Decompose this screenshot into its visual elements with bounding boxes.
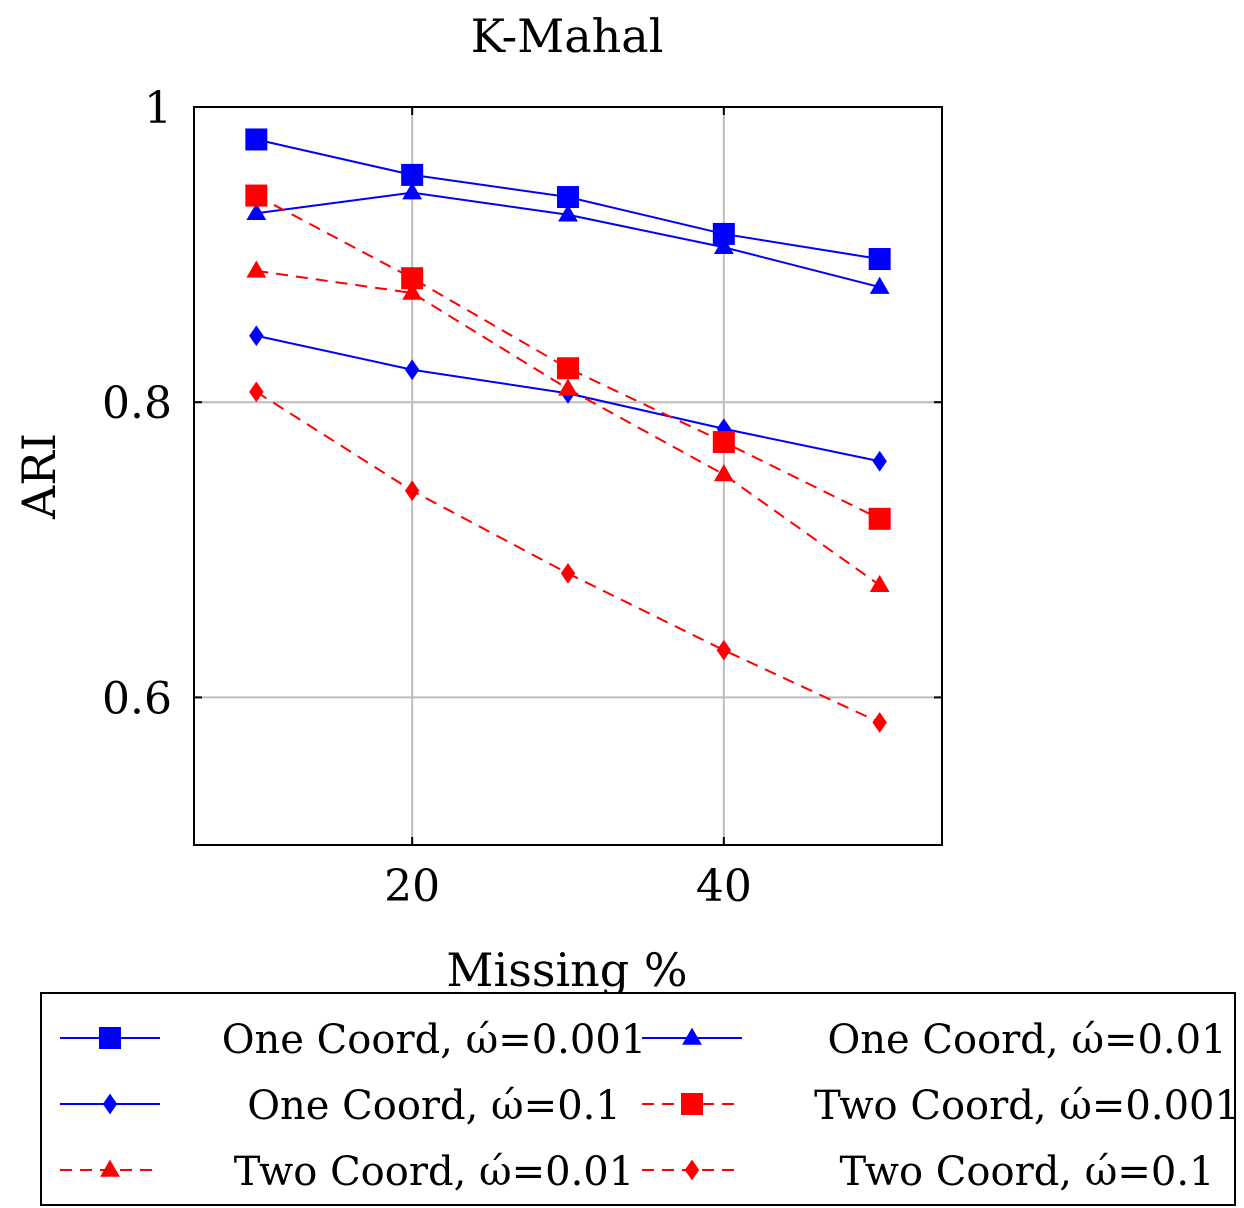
data-point — [401, 163, 424, 186]
legend-entry: Two Coord, ώ=0.1 — [642, 1149, 1214, 1195]
x-tick-label: 40 — [696, 861, 752, 912]
series-1 — [245, 128, 891, 271]
data-point — [558, 204, 578, 222]
legend-label: One Coord, ώ=0.1 — [247, 1083, 621, 1129]
x-tick-label: 20 — [384, 861, 440, 912]
legend-marker — [99, 1027, 121, 1049]
legend-marker — [100, 1159, 120, 1177]
chart: K-Mahal 20 40 0.6 0.8 1 Missing % ARI — [12, 9, 943, 997]
data-point — [560, 563, 576, 584]
chart-title: K-Mahal — [471, 9, 664, 63]
legend-marker — [102, 1093, 118, 1115]
series-3 — [249, 325, 887, 472]
data-point — [245, 128, 268, 151]
data-point — [713, 464, 734, 482]
legend-entry: One Coord, ώ=0.1 — [60, 1083, 621, 1129]
data-point — [558, 378, 578, 396]
series-6 — [249, 381, 887, 733]
legend: One Coord, ώ=0.001 One Coord, ώ=0.01 One C… — [40, 992, 1240, 1206]
legend-entry: Two Coord, ώ=0.01 — [60, 1149, 634, 1195]
data-point — [246, 202, 267, 221]
data-point — [869, 276, 890, 294]
data-point — [868, 507, 891, 530]
series-2 — [246, 182, 890, 294]
x-axis-label: Missing % — [446, 943, 687, 997]
data-point — [716, 639, 732, 661]
data-point — [872, 450, 887, 472]
data-point — [249, 325, 264, 347]
data-point — [712, 431, 735, 454]
data-point — [402, 182, 423, 200]
legend-marker — [684, 1159, 700, 1181]
data-point — [869, 574, 890, 592]
legend-label: Two Coord, ώ=0.01 — [234, 1149, 634, 1195]
legend-entry: One Coord, ώ=0.01 — [642, 1017, 1227, 1063]
legend-marker — [681, 1093, 703, 1115]
ticks: 20 40 0.6 0.8 1 — [102, 83, 942, 912]
legend-label: One Coord, ώ=0.001 — [222, 1017, 647, 1063]
y-tick-label: 1 — [144, 83, 172, 134]
data-point — [245, 184, 268, 207]
plot-frame — [193, 106, 943, 846]
y-axis-label: ARI — [12, 433, 66, 520]
data-point — [872, 712, 887, 733]
data-point — [868, 248, 891, 271]
data-point — [712, 222, 735, 245]
legend-marker — [682, 1027, 702, 1045]
legend-label: One Coord, ώ=0.01 — [827, 1017, 1226, 1063]
legend-label: Two Coord, ώ=0.001 — [814, 1083, 1234, 1129]
y-tick-label: 0.8 — [102, 378, 172, 429]
data-point — [713, 236, 734, 254]
legend-entry: Two Coord, ώ=0.001 — [642, 1083, 1240, 1129]
data-point — [249, 381, 264, 403]
y-tick-label: 0.6 — [102, 673, 172, 724]
legend-entry: One Coord, ώ=0.001 — [60, 1017, 646, 1063]
series-5 — [246, 260, 890, 592]
data-point — [557, 357, 579, 380]
series-line — [255, 194, 881, 520]
data-point — [557, 186, 579, 209]
series-4 — [245, 184, 891, 530]
series-layer — [245, 128, 891, 733]
data-point — [402, 282, 423, 300]
data-point — [246, 260, 267, 278]
series-line — [256, 269, 881, 587]
data-point — [401, 267, 424, 290]
legend-label: Two Coord, ώ=0.1 — [840, 1149, 1215, 1195]
data-point — [404, 480, 420, 502]
data-point — [404, 359, 420, 381]
